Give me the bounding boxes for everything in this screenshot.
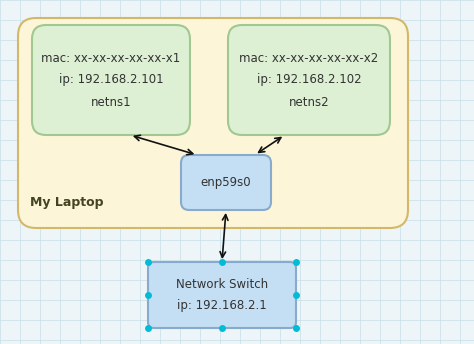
Text: mac: xx-xx-xx-xx-xx-x2: mac: xx-xx-xx-xx-xx-x2 xyxy=(239,52,379,65)
FancyBboxPatch shape xyxy=(148,262,296,328)
Text: ip: 192.168.2.102: ip: 192.168.2.102 xyxy=(257,74,361,86)
Text: ip: 192.168.2.1: ip: 192.168.2.1 xyxy=(177,299,267,312)
FancyBboxPatch shape xyxy=(181,155,271,210)
FancyBboxPatch shape xyxy=(228,25,390,135)
Text: ip: 192.168.2.101: ip: 192.168.2.101 xyxy=(59,74,164,86)
Text: netns2: netns2 xyxy=(289,96,329,108)
Text: My Laptop: My Laptop xyxy=(30,196,103,209)
FancyBboxPatch shape xyxy=(32,25,190,135)
Text: netns1: netns1 xyxy=(91,96,131,108)
Text: Network Switch: Network Switch xyxy=(176,279,268,291)
FancyBboxPatch shape xyxy=(18,18,408,228)
Text: enp59s0: enp59s0 xyxy=(201,176,251,189)
Text: mac: xx-xx-xx-xx-xx-x1: mac: xx-xx-xx-xx-xx-x1 xyxy=(41,52,181,65)
